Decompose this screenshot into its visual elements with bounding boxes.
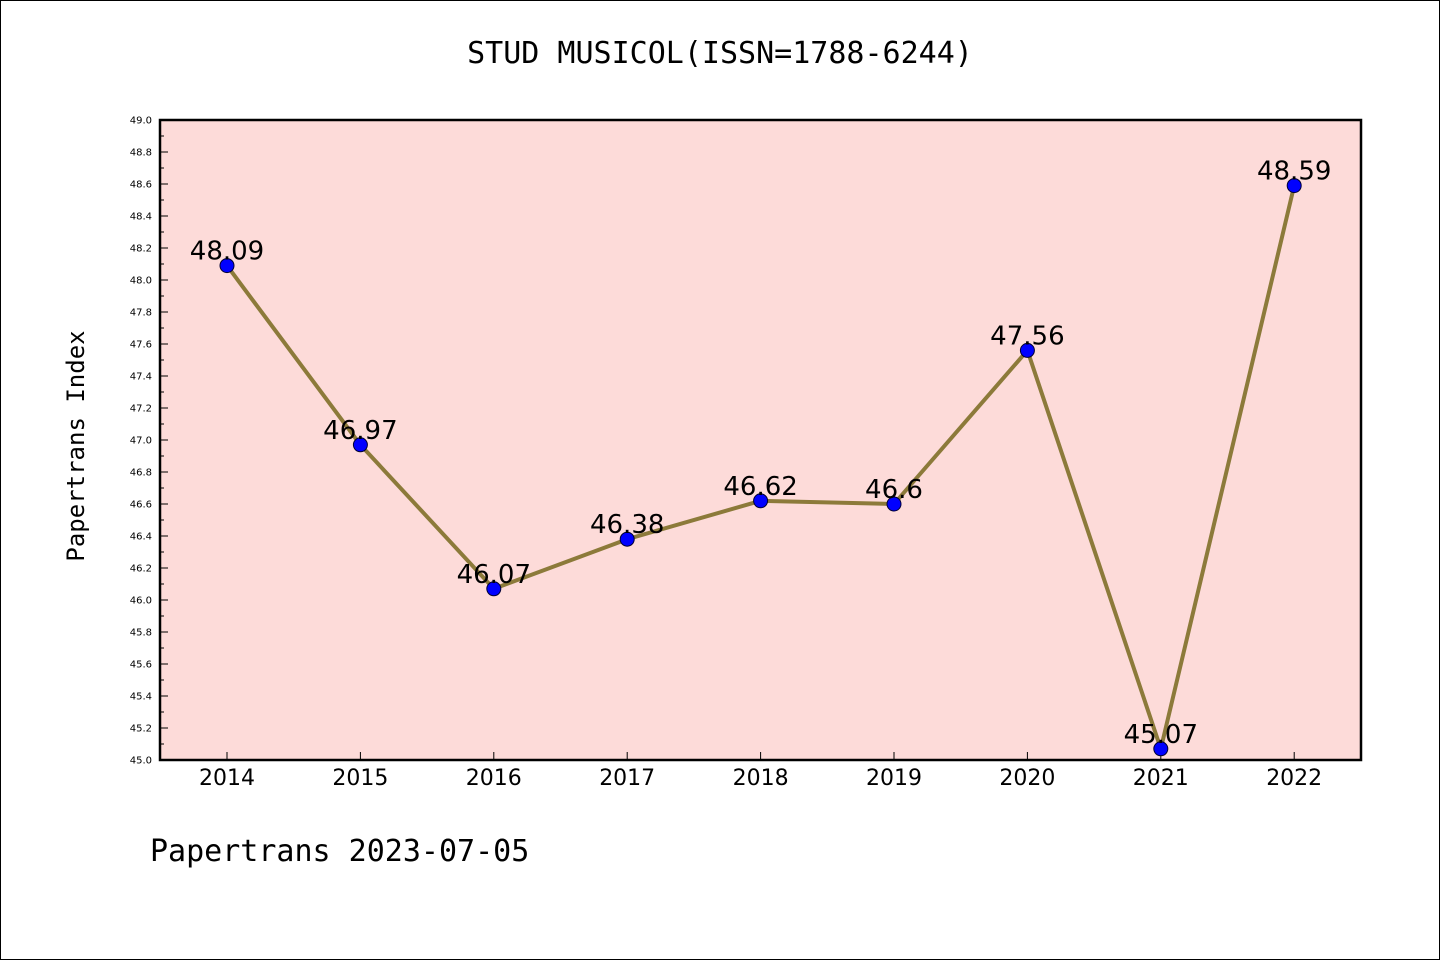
data-label: 48.59 bbox=[1257, 157, 1331, 187]
data-labels: 48.09 46.97 46.07 46.38 46.62 46.6 47.56 45.07 4… bbox=[190, 157, 1332, 750]
y-tick-label: 46.6 bbox=[130, 500, 152, 511]
data-point bbox=[486, 581, 502, 597]
chart-title: STUD MUSICOL(ISSN=1788-6244) bbox=[467, 36, 973, 71]
x-tick-label: 2022 bbox=[1266, 766, 1322, 791]
data-label: 46.07 bbox=[457, 560, 531, 590]
data-point bbox=[753, 493, 769, 509]
x-axis: 2014 2015 2016 2017 2018 2019 2020 2021 2022 bbox=[199, 752, 1322, 791]
y-tick-label: 47.0 bbox=[130, 436, 152, 447]
y-tick-label: 46.8 bbox=[130, 468, 152, 479]
y-tick-label: 46.4 bbox=[130, 532, 152, 543]
data-label: 47.56 bbox=[990, 321, 1064, 351]
y-tick-label: 48.8 bbox=[130, 148, 152, 159]
x-tick-label: 2014 bbox=[199, 766, 255, 791]
plot-border bbox=[158, 118, 1363, 762]
data-label: 45.07 bbox=[1124, 720, 1198, 750]
y-tick-label: 49.0 bbox=[130, 116, 152, 127]
y-tick-label: 47.4 bbox=[130, 372, 152, 383]
data-point bbox=[219, 258, 235, 274]
data-label: 46.62 bbox=[723, 472, 797, 502]
y-tick-label: 48.2 bbox=[130, 244, 152, 255]
y-tick-label: 47.8 bbox=[130, 308, 152, 319]
y-tick-label: 45.0 bbox=[130, 756, 152, 767]
x-tick-label: 2021 bbox=[1133, 766, 1189, 791]
x-tick-label: 2017 bbox=[599, 766, 655, 791]
x-tick-label: 2018 bbox=[733, 766, 789, 791]
data-point bbox=[1019, 342, 1035, 358]
footer-credit: Papertrans 2023-07-05 bbox=[150, 834, 530, 869]
y-tick-label: 48.0 bbox=[130, 276, 152, 287]
x-tick-label: 2020 bbox=[999, 766, 1055, 791]
data-label: 46.6 bbox=[865, 475, 923, 505]
y-tick-label: 45.6 bbox=[130, 660, 152, 671]
data-point bbox=[1286, 178, 1302, 194]
x-tick-label: 2015 bbox=[332, 766, 388, 791]
y-tick-label: 48.4 bbox=[130, 212, 152, 223]
data-label: 46.38 bbox=[590, 510, 664, 540]
y-tick-label: 45.8 bbox=[130, 628, 152, 639]
data-markers bbox=[219, 178, 1302, 757]
y-axis: 45.0 45.2 45.4 45.6 45.8 46.0 46.2 46.4 46.6 46.8… bbox=[130, 116, 168, 767]
data-point bbox=[352, 437, 368, 453]
y-tick-label: 47.2 bbox=[130, 404, 152, 415]
data-point bbox=[886, 496, 902, 512]
y-axis-label: Papertrans Index bbox=[62, 330, 90, 561]
y-tick-label: 45.4 bbox=[130, 692, 152, 703]
data-point bbox=[1153, 741, 1169, 757]
y-tick-label: 46.0 bbox=[130, 596, 152, 607]
x-tick-label: 2016 bbox=[466, 766, 522, 791]
y-tick-label: 45.2 bbox=[130, 724, 152, 735]
x-tick-label: 2019 bbox=[866, 766, 922, 791]
data-point bbox=[619, 531, 635, 547]
y-tick-label: 48.6 bbox=[130, 180, 152, 191]
y-tick-label: 46.2 bbox=[130, 564, 152, 575]
data-label: 46.97 bbox=[323, 416, 397, 446]
y-tick-label: 47.6 bbox=[130, 340, 152, 351]
data-label: 48.09 bbox=[190, 237, 264, 267]
